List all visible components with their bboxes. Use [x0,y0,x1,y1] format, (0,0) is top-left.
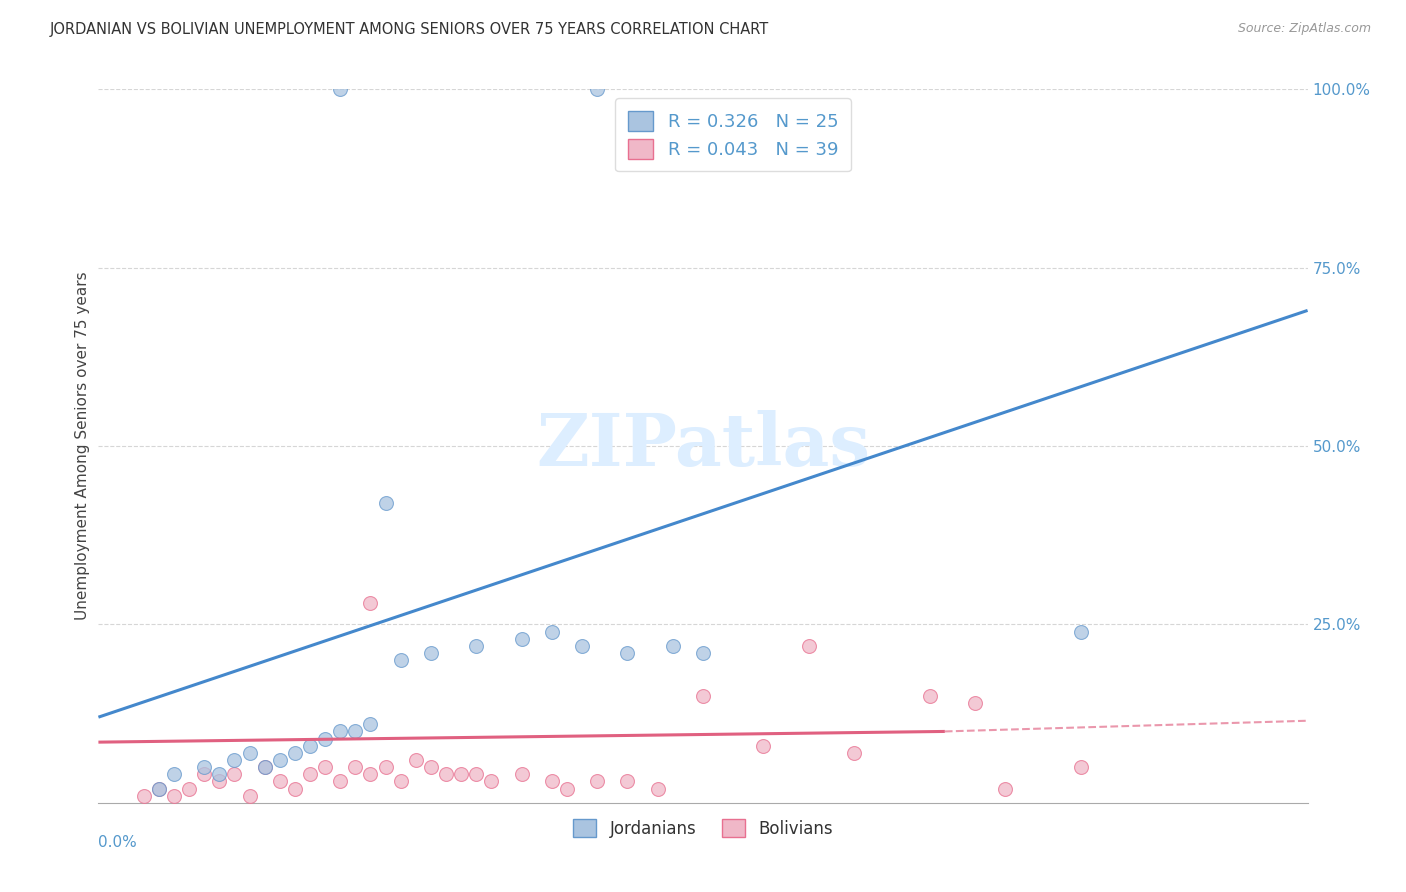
Point [360,717,382,731]
Point [661,639,683,653]
Point [571,639,593,653]
Point [269,753,291,767]
Point [132,789,155,803]
Point [1070,624,1092,639]
Point [329,774,352,789]
Point [374,760,396,774]
Y-axis label: Unemployment Among Seniors over 75 years: Unemployment Among Seniors over 75 years [75,272,90,620]
Point [540,624,562,639]
Point [193,767,215,781]
Point [224,753,246,767]
Point [692,646,714,660]
Text: Source: ZipAtlas.com: Source: ZipAtlas.com [1237,22,1371,36]
Point [540,774,562,789]
Legend: Jordanians, Bolivians: Jordanians, Bolivians [567,813,839,845]
Point [239,789,262,803]
Point [797,639,820,653]
Point [179,781,201,796]
Point [344,760,367,774]
Point [844,746,866,760]
Point [420,646,443,660]
Point [481,774,503,789]
Point [208,774,231,789]
Point [965,696,987,710]
Point [389,653,412,667]
Point [299,739,322,753]
Point [224,767,246,781]
Point [360,596,382,610]
Point [253,760,276,774]
Point [269,774,291,789]
Point [374,496,396,510]
Point [465,767,488,781]
Point [239,746,262,760]
Text: JORDANIAN VS BOLIVIAN UNEMPLOYMENT AMONG SENIORS OVER 75 YEARS CORRELATION CHART: JORDANIAN VS BOLIVIAN UNEMPLOYMENT AMONG… [49,22,769,37]
Point [555,781,578,796]
Point [314,760,336,774]
Point [616,646,638,660]
Point [208,767,231,781]
Point [510,767,533,781]
Point [692,689,714,703]
Point [284,781,307,796]
Point [344,724,367,739]
Text: 0.0%: 0.0% [98,835,138,850]
Point [148,781,170,796]
Point [994,781,1017,796]
Point [465,639,488,653]
Point [299,767,322,781]
Text: ZIPatlas: ZIPatlas [536,410,870,482]
Point [253,760,276,774]
Point [420,760,443,774]
Point [389,774,412,789]
Point [360,767,382,781]
Point [586,82,609,96]
Point [616,774,638,789]
Point [329,724,352,739]
Point [450,767,472,781]
Point [752,739,775,753]
Point [163,767,186,781]
Point [647,781,669,796]
Point [163,789,186,803]
Point [148,781,170,796]
Point [329,82,352,96]
Point [314,731,336,746]
Point [405,753,427,767]
Point [1070,760,1092,774]
Point [510,632,533,646]
Point [918,689,941,703]
Point [434,767,457,781]
Point [284,746,307,760]
Point [586,774,609,789]
Point [193,760,215,774]
